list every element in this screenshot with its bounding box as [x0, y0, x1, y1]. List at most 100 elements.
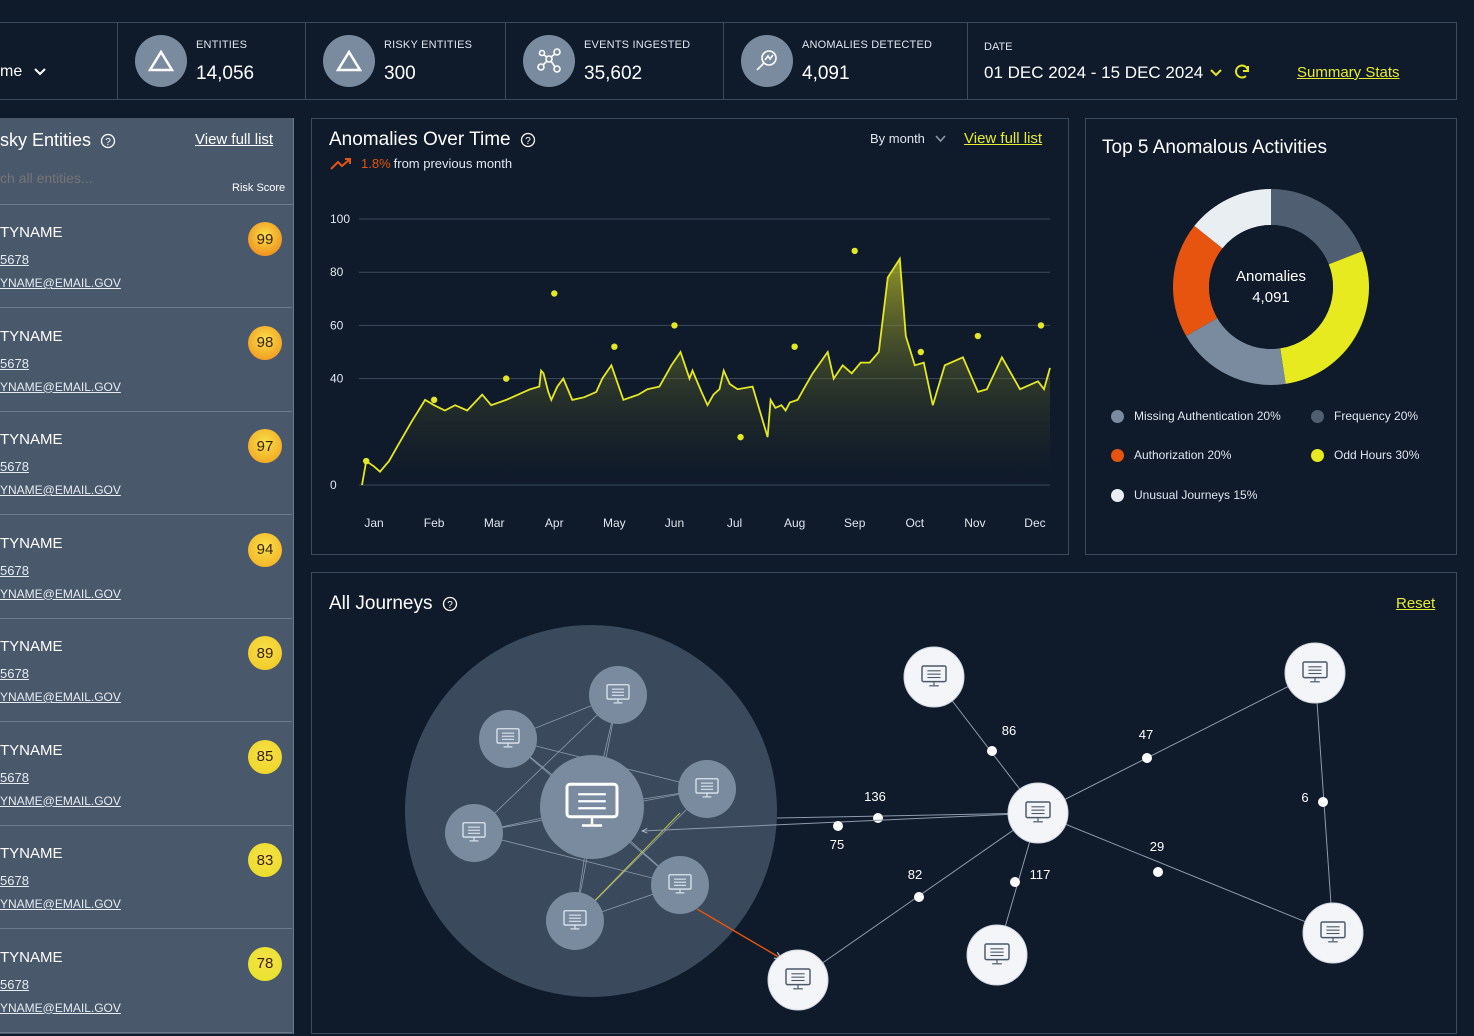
stat-risky-entities: RISKY ENTITIES 300	[306, 22, 506, 100]
entity-id[interactable]: 5678	[0, 459, 29, 474]
trend-up-icon	[330, 157, 351, 170]
panel-title: Top 5 Anomalous Activities	[1102, 137, 1327, 158]
donut-slice	[1280, 251, 1369, 384]
view-full-list-link[interactable]: View full list	[964, 130, 1043, 147]
anomalies-donut-chart: Anomalies 4,091	[1173, 189, 1369, 385]
entity-id[interactable]: 5678	[0, 976, 29, 992]
entity-id[interactable]: 5678	[0, 873, 29, 888]
legend-dot	[1111, 409, 1124, 423]
entity-row[interactable]: TYNAME 5678 YNAME@EMAIL.GOV 98	[0, 309, 292, 412]
legend-item: Frequency 20%	[1311, 409, 1418, 423]
period-select[interactable]: By month	[870, 131, 946, 146]
help-icon[interactable]: ?	[442, 596, 458, 612]
summary-stats-link[interactable]: Summary Stats	[1297, 64, 1400, 81]
legend-label: Authorization 20%	[1134, 448, 1232, 462]
edge-count-label: 117	[1030, 867, 1051, 882]
entity-email[interactable]: YNAME@EMAIL.GOV	[0, 276, 121, 290]
reset-link[interactable]: Reset	[1396, 595, 1436, 612]
entity-email[interactable]: YNAME@EMAIL.GOV	[0, 1000, 121, 1015]
entity-id[interactable]: 5678	[0, 666, 29, 681]
anomalies-over-time-panel: Anomalies Over Time ? 1.8% from previous…	[311, 118, 1069, 555]
svg-text:?: ?	[105, 137, 111, 148]
donut-slice	[1173, 225, 1223, 336]
triangle-icon	[323, 35, 375, 87]
entity-id[interactable]: 5678	[0, 252, 29, 267]
date-range-select[interactable]: 01 DEC 2024 - 15 DEC 2024	[984, 63, 1204, 82]
y-tick-label: 60	[330, 318, 344, 332]
series-line	[361, 256, 1051, 486]
data-point	[1037, 322, 1045, 329]
edge-handle	[1318, 797, 1328, 807]
chevron-down-icon[interactable]	[1210, 68, 1222, 78]
entity-email[interactable]: YNAME@EMAIL.GOV	[0, 483, 121, 497]
entity-name: TYNAME	[0, 224, 63, 241]
computer-monitor-icon	[563, 910, 587, 930]
legend-label: Odd Hours 30%	[1334, 448, 1420, 462]
donut-center-value: 4,091	[1252, 289, 1290, 306]
y-tick-label: 80	[330, 265, 344, 279]
all-journeys-panel: All Journeys ? Reset 86 47 136 75 6 29 82 117	[311, 572, 1457, 1034]
entity-row[interactable]: TYNAME 5678 YNAME@EMAIL.GOV 97	[0, 413, 292, 515]
data-point	[737, 433, 744, 441]
donut-slice	[1271, 189, 1363, 265]
entity-email[interactable]: YNAME@EMAIL.GOV	[0, 793, 121, 808]
legend-dot	[1111, 448, 1124, 462]
x-tick-label: Mar	[484, 516, 505, 530]
anomalies-line-chart: 0 40 60 80 100 Jan Feb Mar Apr May Jun Jul Aug Sep Oct…	[330, 212, 1051, 530]
donut-slice	[1186, 318, 1286, 385]
svg-text:?: ?	[447, 600, 453, 611]
edge-handle	[873, 813, 883, 823]
entity-type-label: me	[0, 63, 23, 80]
stat-label: RISKY ENTITIES	[384, 39, 473, 51]
computer-monitor-icon	[496, 728, 520, 748]
entity-email[interactable]: YNAME@EMAIL.GOV	[0, 379, 121, 394]
stat-entities: ENTITIES 14,056	[118, 22, 306, 100]
computer-monitor-icon	[565, 782, 619, 827]
computer-monitor-icon	[1025, 801, 1051, 823]
help-icon[interactable]: ?	[520, 132, 536, 148]
data-point	[851, 247, 858, 255]
donut-center-label: Anomalies	[1236, 268, 1306, 285]
computer-monitor-icon	[1302, 661, 1328, 683]
entity-search-input[interactable]	[0, 166, 200, 190]
computer-monitor-icon	[984, 943, 1010, 965]
chevron-down-icon	[34, 68, 46, 76]
stat-label: EVENTS INGESTED	[584, 39, 691, 51]
computer-monitor-icon	[921, 665, 947, 687]
entity-name: TYNAME	[0, 741, 63, 759]
help-icon[interactable]: ?	[100, 133, 116, 149]
computer-monitor-icon	[606, 684, 630, 704]
computer-monitor-icon	[695, 778, 719, 798]
entity-row[interactable]: TYNAME 5678 YNAME@EMAIL.GOV 89	[0, 620, 292, 722]
entity-id[interactable]: 5678	[0, 355, 29, 371]
entity-id[interactable]: 5678	[0, 562, 29, 578]
x-tick-label: Dec	[1024, 516, 1045, 530]
entity-type-dropdown[interactable]: me	[0, 22, 118, 100]
refresh-icon[interactable]	[1233, 63, 1251, 81]
legend-item: Authorization 20%	[1111, 448, 1231, 462]
entity-row[interactable]: TYNAME 5678 YNAME@EMAIL.GOV 99	[0, 206, 292, 308]
entity-email[interactable]: YNAME@EMAIL.GOV	[0, 690, 121, 704]
journey-edge	[776, 813, 1038, 819]
view-full-list-link[interactable]: View full list	[195, 131, 274, 148]
edge-count-label: 136	[864, 789, 886, 804]
entity-id[interactable]: 5678	[0, 769, 29, 785]
x-tick-label: Feb	[424, 516, 445, 530]
entity-row[interactable]: TYNAME 5678 YNAME@EMAIL.GOV 85	[0, 723, 292, 826]
entity-email[interactable]: YNAME@EMAIL.GOV	[0, 586, 121, 601]
data-point	[611, 343, 618, 350]
entity-row[interactable]: TYNAME 5678 YNAME@EMAIL.GOV 94	[0, 516, 292, 619]
journeys-graph: 86 47 136 75 6 29 82 117	[405, 625, 1364, 1011]
donut-slice	[1194, 189, 1271, 249]
risk-score-badge: 98	[248, 325, 282, 360]
entity-row[interactable]: TYNAME 5678 YNAME@EMAIL.GOV 83	[0, 827, 292, 929]
series-area	[362, 258, 1050, 485]
entity-email[interactable]: YNAME@EMAIL.GOV	[0, 897, 121, 911]
entity-row[interactable]: TYNAME 5678 YNAME@EMAIL.GOV 78	[0, 930, 292, 1033]
stat-label: ENTITIES	[196, 39, 248, 51]
stat-value: 35,602	[584, 63, 643, 84]
edge-handle	[1142, 753, 1152, 763]
stat-anomalies-detected: ANOMALIES DETECTED 4,091	[724, 22, 968, 100]
y-tick-label: 100	[330, 212, 350, 226]
edge-count-label: 86	[1002, 723, 1016, 738]
